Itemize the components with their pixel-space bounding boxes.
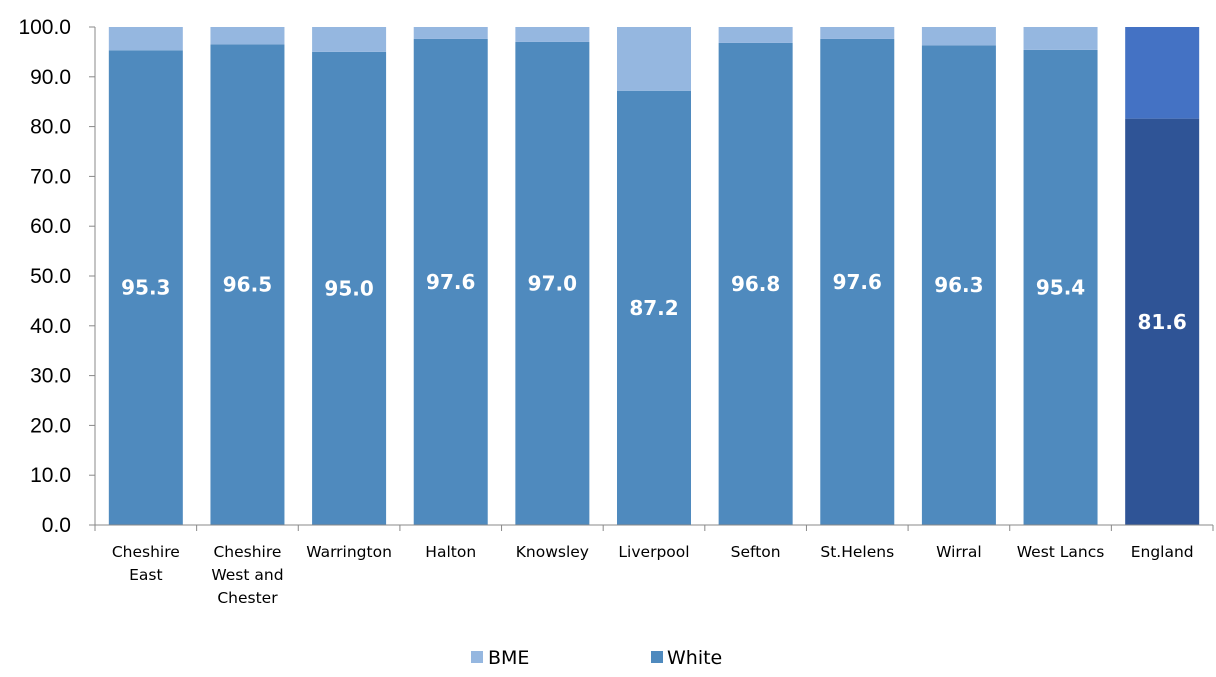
bar-bme-9	[1023, 27, 1098, 50]
bar-bme-2	[312, 27, 387, 52]
bar-white-4	[515, 41, 590, 525]
category-label-2: Warrington	[306, 543, 392, 561]
bar-bme-6	[718, 27, 793, 43]
bar-bme-1	[210, 27, 285, 45]
y-tick-label-2: 20.0	[30, 414, 71, 437]
bar-white-1	[210, 44, 285, 526]
y-tick-label-8: 80.0	[30, 116, 71, 139]
legend: BME White	[471, 647, 722, 669]
category-label-9: West Lancs	[1017, 543, 1105, 561]
data-label-white-8: 96.3	[934, 273, 983, 297]
data-label-white-4: 97.0	[528, 271, 577, 295]
bar-white-2	[312, 51, 387, 526]
data-label-white-10: 81.6	[1138, 310, 1187, 334]
data-label-white-5: 87.2	[629, 296, 678, 320]
bar-white-7	[820, 38, 895, 526]
y-tick-label-5: 50.0	[30, 265, 71, 288]
axes-layer: 0.0 10.0 20.0 30.0 40.0 50.0 60.0 70.0 80.0 90.0 1…	[18, 16, 1214, 537]
category-label-8: Wirral	[936, 543, 982, 561]
bar-white-3	[413, 38, 488, 526]
data-label-white-1: 96.5	[223, 273, 272, 297]
data-label-white-3: 97.6	[426, 270, 475, 294]
y-tick-label-6: 60.0	[30, 215, 71, 238]
y-tick-label-10: 100.0	[18, 16, 71, 39]
y-tick-label-9: 90.0	[30, 66, 71, 89]
y-tick-label-1: 10.0	[30, 464, 71, 487]
bar-bme-7	[820, 27, 895, 39]
data-label-white-9: 95.4	[1036, 275, 1085, 299]
data-label-white-6: 96.8	[731, 272, 780, 296]
bar-bme-3	[413, 27, 488, 39]
bar-white-10	[1125, 118, 1200, 525]
data-label-white-7: 97.6	[833, 270, 882, 294]
y-tick-label-7: 70.0	[30, 165, 71, 188]
bar-white-6	[718, 42, 793, 525]
category-label-3: Halton	[425, 543, 476, 561]
category-label-7: St.Helens	[820, 543, 894, 561]
y-tick-label-0: 0.0	[42, 514, 71, 537]
data-label-white-0: 95.3	[121, 276, 170, 300]
category-label-1: Cheshire West and Chester	[211, 543, 283, 607]
category-label-6: Sefton	[731, 543, 781, 561]
bar-white-8	[921, 45, 996, 526]
bar-bme-10	[1125, 27, 1200, 119]
bar-white-0	[108, 50, 183, 525]
category-label-0: Cheshire East	[112, 543, 180, 584]
y-tick-label-4: 40.0	[30, 315, 71, 338]
legend-swatch-bme	[471, 651, 483, 663]
bar-bme-8	[921, 27, 996, 46]
legend-label-bme: BME	[488, 647, 529, 669]
y-tick-label-3: 30.0	[30, 365, 71, 388]
data-label-white-2: 95.0	[324, 276, 373, 300]
category-label-5: Liverpool	[618, 543, 689, 561]
legend-label-white: White	[667, 647, 722, 669]
bars-layer	[108, 27, 1200, 526]
bar-bme-4	[515, 27, 590, 42]
bar-bme-0	[108, 27, 183, 51]
labels-layer: 95.3 Cheshire East 96.5 Cheshire West and Ches…	[112, 270, 1194, 607]
bar-white-9	[1023, 49, 1098, 526]
legend-swatch-white	[651, 651, 663, 663]
bar-white-5	[617, 90, 691, 525]
bar-bme-5	[617, 27, 691, 91]
category-label-4: Knowsley	[516, 543, 589, 561]
category-label-10: England	[1131, 543, 1194, 561]
